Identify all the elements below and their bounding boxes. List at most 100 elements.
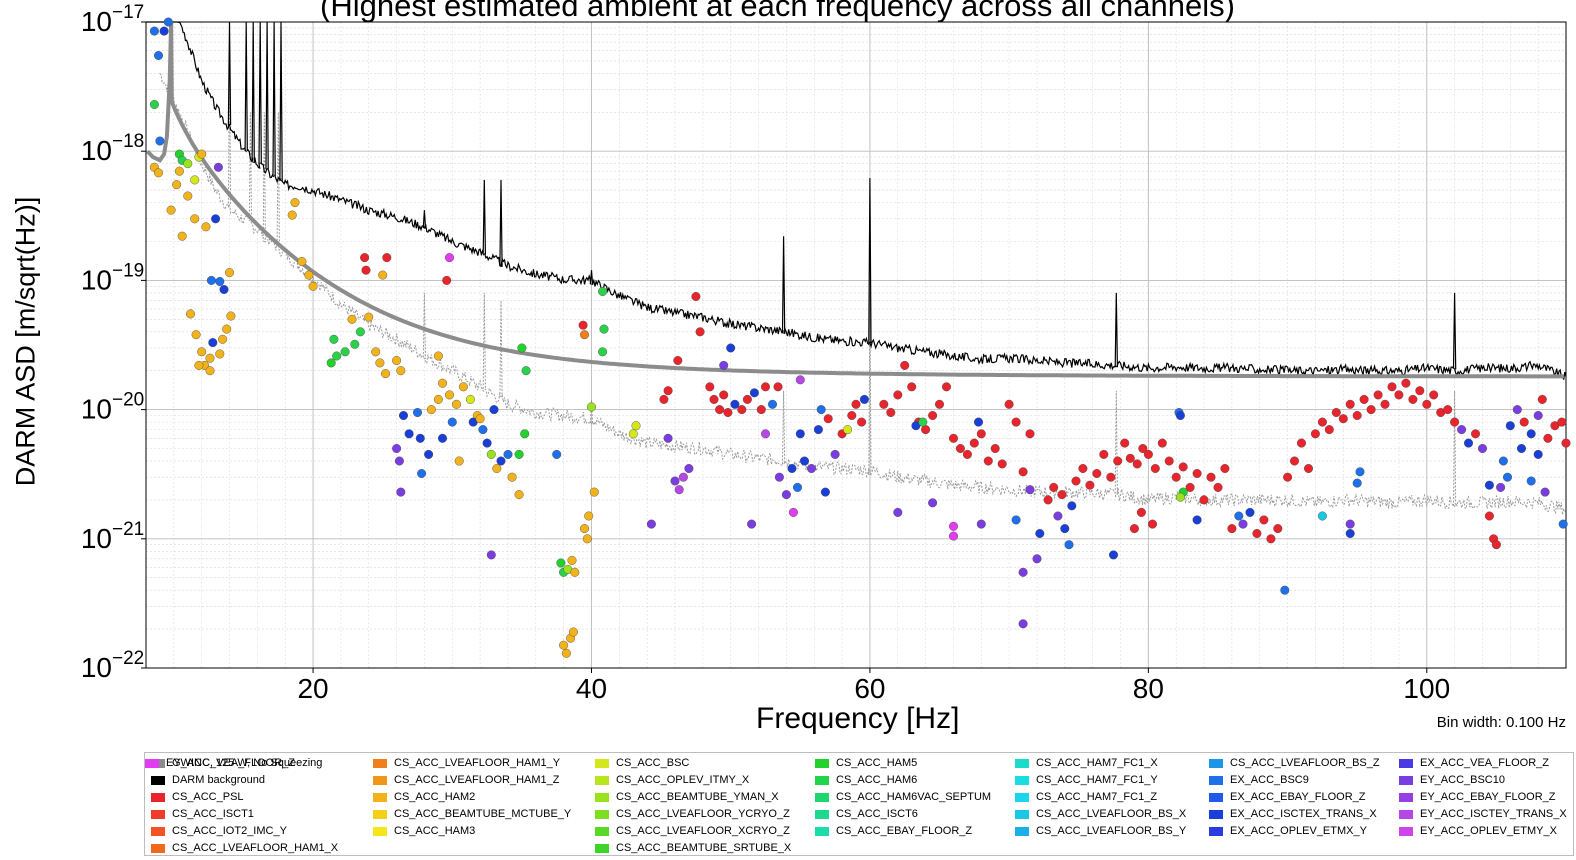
data-point (1537, 394, 1547, 404)
data-point (340, 347, 350, 357)
data-point (475, 414, 485, 424)
data-point (1035, 529, 1045, 539)
legend-item: CS_ACC_LVEAFLOOR_BS_X (1015, 806, 1186, 822)
data-point (787, 464, 797, 474)
data-point (482, 438, 492, 448)
legend-item: EX_ACC_VEA_FLOOR_Z (1399, 755, 1549, 771)
x-tick-label: 60 (854, 673, 885, 704)
data-point (155, 136, 165, 146)
data-point (552, 449, 562, 459)
legend-label: CS_ACC_IOT2_IMC_Y (172, 825, 287, 837)
data-point (1512, 405, 1522, 415)
legend-swatch (151, 809, 165, 819)
legend-swatch (1209, 775, 1223, 785)
data-point (851, 399, 861, 409)
data-point (1129, 524, 1139, 534)
legend-label: GWINC, 125 W, No Squeezing (172, 757, 323, 769)
y-tick-exponent: −21 (112, 519, 144, 540)
legend-item: CS_ACC_LVEAFLOOR_BS_Y (1015, 823, 1186, 839)
legend-swatch (373, 775, 387, 785)
data-point (1043, 495, 1053, 505)
legend-swatch (145, 758, 159, 768)
data-point (191, 330, 201, 340)
legend-item: CS_ACC_HAM2 (373, 789, 475, 805)
data-point (830, 449, 840, 459)
data-point (726, 343, 736, 353)
data-point (1345, 399, 1355, 409)
data-point (556, 558, 566, 568)
legend-item: CS_ACC_LVEAFLOOR_HAM1_Z (373, 772, 559, 788)
data-point (1273, 524, 1283, 534)
legend-swatch (151, 843, 165, 853)
legend-swatch (373, 826, 387, 836)
data-point (361, 265, 371, 275)
data-point (492, 464, 502, 474)
data-point (1206, 472, 1216, 482)
data-point (215, 349, 225, 359)
data-point (438, 433, 448, 443)
data-point (599, 324, 609, 334)
data-point (674, 485, 684, 495)
data-point (1289, 456, 1299, 466)
data-point (723, 408, 733, 418)
data-point (426, 405, 436, 415)
data-point (1543, 433, 1553, 443)
legend-swatch (1015, 809, 1029, 819)
x-tick-label: 100 (1403, 673, 1450, 704)
data-point (520, 429, 530, 439)
data-point (974, 417, 984, 427)
data-point (816, 405, 826, 415)
data-point (190, 214, 200, 224)
data-point (394, 456, 404, 466)
legend-swatch (595, 775, 609, 785)
legend-swatch (815, 758, 829, 768)
data-point (218, 334, 228, 344)
data-point (1011, 515, 1021, 525)
x-axis-label: Frequency [Hz] (756, 702, 960, 735)
legend-item: CS_ACC_OPLEV_ITMY_X (595, 772, 749, 788)
y-tick-exponent: −19 (112, 260, 144, 281)
data-point (847, 411, 857, 421)
data-point (1164, 456, 1174, 466)
data-point (166, 205, 176, 215)
data-point (737, 405, 747, 415)
data-point (1132, 459, 1142, 469)
legend-item: CS_ACC_HAM6VAC_SEPTUM (815, 789, 991, 805)
data-point (942, 382, 952, 392)
data-point (747, 519, 757, 529)
y-axis-label: DARM ASD [m/sqrt(Hz)] (10, 196, 41, 487)
data-point (350, 339, 360, 349)
legend-item: CS_ACC_ISCT6 (815, 806, 918, 822)
data-point (1324, 425, 1334, 435)
data-point (1526, 429, 1536, 439)
data-point (663, 433, 673, 443)
legend-item: CS_ACC_HAM6 (815, 772, 917, 788)
legend-label: EY_ACC_ISCTEY_TRANS_X (1420, 808, 1567, 820)
data-point (1106, 472, 1116, 482)
data-point (1366, 405, 1376, 415)
data-point (194, 360, 204, 370)
legend-item: CS_ACC_HAM5 (815, 755, 917, 771)
data-point (1401, 378, 1411, 388)
legend-item: CS_ACC_BEAMTUBE_MCTUBE_Y (373, 806, 571, 822)
data-point (201, 222, 211, 232)
data-point (795, 375, 805, 385)
data-point (584, 511, 594, 521)
data-point (224, 268, 234, 278)
legend-item: EY_ACC_BSC10 (1399, 772, 1505, 788)
data-point (1238, 519, 1248, 529)
data-point (433, 351, 443, 361)
data-point (684, 464, 694, 474)
data-point (918, 417, 928, 427)
legend-label: CS_ACC_BEAMTUBE_SRTUBE_X (616, 842, 792, 854)
data-point (219, 285, 229, 295)
legend-item: EX_ACC_BSC9 (1209, 772, 1309, 788)
data-point (742, 394, 752, 404)
y-tick-label: 10 (81, 394, 112, 425)
data-point (507, 472, 517, 482)
data-point (382, 253, 392, 263)
data-point (1394, 390, 1404, 400)
legend-item: CS_ACC_PSL (151, 789, 244, 805)
data-point (417, 469, 427, 479)
data-point (378, 270, 388, 280)
